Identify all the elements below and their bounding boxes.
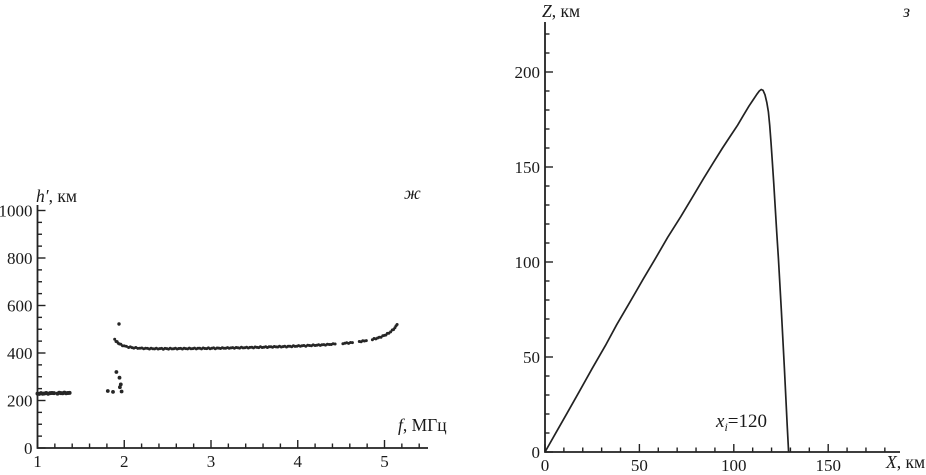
right-x-axis-variable: X xyxy=(886,452,897,472)
isolated-echo-point xyxy=(117,322,121,326)
tick-marks xyxy=(36,209,420,449)
x-tick-label: 5 xyxy=(380,452,389,471)
left-x-axis-unit: , МГц xyxy=(402,415,447,435)
y-tick-label: 200 xyxy=(7,392,33,411)
right-x-axis-unit: , км xyxy=(896,452,926,472)
x-tick-label: 100 xyxy=(721,456,747,475)
ray-trajectory xyxy=(544,88,790,453)
left-y-axis-label: h′, км xyxy=(36,186,77,206)
right-y-axis-variable: Z xyxy=(542,1,552,21)
x-tick-label: 50 xyxy=(631,456,648,475)
right-ray-path-svg: 0 50 100 150 200 0 50 100 150 xyxy=(515,22,900,475)
tick-marks xyxy=(544,33,886,453)
y-tick-label: 150 xyxy=(515,158,541,177)
left-y-axis-variable: h′ xyxy=(36,186,49,206)
y-tick-label: 0 xyxy=(532,443,541,462)
ray-landing-annotation: xi=120 xyxy=(716,411,767,434)
F-layer-echo-trace xyxy=(113,323,399,351)
y-tick-label: 0 xyxy=(24,439,33,458)
left-ionogram-svg: 0 200 400 600 800 1000 1 2 3 4 5 xyxy=(0,202,428,471)
y-tick-label: 400 xyxy=(7,344,33,363)
E-layer-echo-trace xyxy=(35,390,72,396)
left-x-axis-label: f, МГц xyxy=(398,415,447,435)
panel-left-ionogram: h′, км f, МГц ж 0 200 400 600 800 1000 1 2 3 4 5 xyxy=(0,183,447,471)
x-tick-label: 1 xyxy=(33,452,42,471)
panel-label-right: з xyxy=(903,1,911,21)
right-y-axis-unit: , км xyxy=(551,1,581,21)
panel-right-ray-path: Z, км X, км з xi=120 0 50 100 150 200 0 50 100 1… xyxy=(480,0,926,475)
y-tick-label: 1000 xyxy=(0,202,33,221)
y-tick-label: 50 xyxy=(523,348,540,367)
axes-lines xyxy=(36,205,428,449)
panel-label-left: ж xyxy=(404,183,421,203)
right-x-axis-label: X, км xyxy=(886,452,926,472)
y-tick-label: 800 xyxy=(7,249,33,268)
x-tick-label: 0 xyxy=(541,456,550,475)
sporadic-echo-points xyxy=(105,370,124,394)
axes-lines xyxy=(544,22,900,453)
y-tick-label: 200 xyxy=(515,63,541,82)
x-tick-label: 3 xyxy=(207,452,216,471)
annotation-value: =120 xyxy=(727,411,767,432)
y-tick-label: 600 xyxy=(7,297,33,316)
annotation-subscript: i xyxy=(724,420,728,434)
x-tick-label: 2 xyxy=(120,452,129,471)
x-tick-label: 150 xyxy=(815,456,841,475)
annotation-variable: x xyxy=(716,411,725,432)
x-tick-label: 4 xyxy=(294,452,303,471)
right-y-axis-label: Z, км xyxy=(542,1,581,21)
left-y-axis-unit: , км xyxy=(48,186,77,206)
left-x-axis-variable: f xyxy=(398,415,403,435)
y-tick-label: 100 xyxy=(515,253,541,272)
